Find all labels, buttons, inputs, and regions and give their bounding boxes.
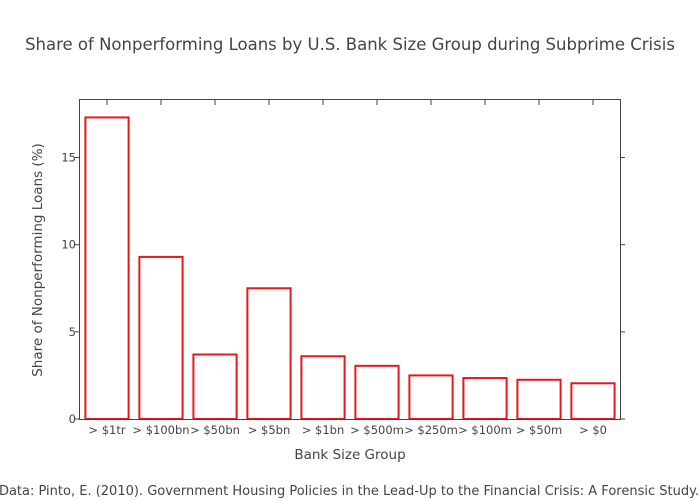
y-tick-labels: 0 5 10 15 [61, 151, 76, 426]
x-tick-label-2: > $50bn [190, 423, 240, 437]
bar-2 [192, 353, 238, 420]
y-tick-label-2: 10 [61, 238, 76, 252]
x-tick-label-5: > $500m [350, 423, 404, 437]
x-tick-label-1: > $100bn [132, 423, 189, 437]
bar-5 [354, 364, 400, 420]
x-tick-label-9: > $0 [579, 423, 607, 437]
x-tick-label-0: > $1tr [88, 423, 125, 437]
plot-frame [79, 99, 621, 420]
x-tick-label-8: > $50m [516, 423, 562, 437]
bar-0 [84, 116, 130, 421]
x-tick-label-6: > $250m [404, 423, 458, 437]
bar-9 [570, 382, 616, 420]
bar-4 [300, 355, 346, 420]
x-tick-label-3: > $5bn [248, 423, 291, 437]
data-source-note: Data: Pinto, E. (2010). Government Housi… [0, 484, 699, 499]
x-tick-labels: > $1tr > $100bn > $50bn > $5bn > $1bn > $500m… [88, 423, 607, 437]
bars-group [84, 116, 616, 421]
y-tick-label-1: 5 [69, 325, 76, 339]
y-axis-title: Share of Nonperforming Loans (%) [30, 143, 46, 377]
x-axis-title: Bank Size Group [294, 447, 405, 463]
y-tick-label-0: 0 [69, 412, 76, 426]
chart-title: Share of Nonperforming Loans by U.S. Ban… [25, 35, 675, 54]
bar-1 [138, 255, 184, 421]
y-tick-label-3: 15 [61, 151, 76, 165]
x-tick-label-4: > $1bn [302, 423, 345, 437]
bar-8 [516, 378, 562, 420]
bar-6 [408, 374, 454, 421]
x-tick-label-7: > $100m [458, 423, 512, 437]
bar-3 [246, 287, 292, 421]
bar-7 [462, 377, 508, 421]
